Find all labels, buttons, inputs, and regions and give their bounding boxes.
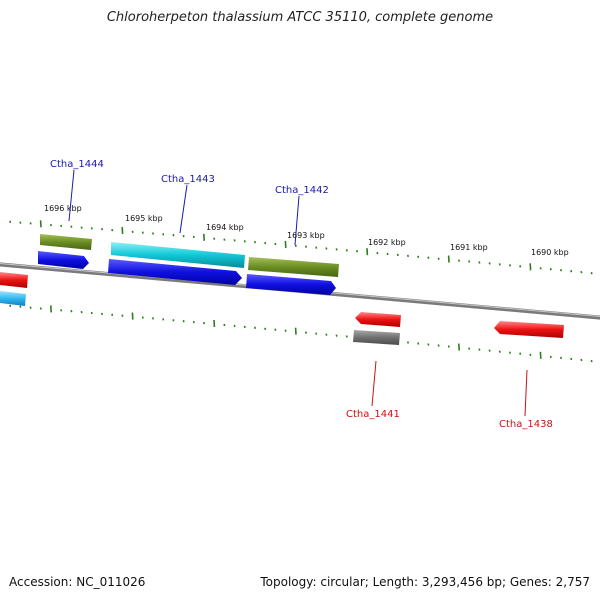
forward-track-outer [40,234,339,277]
accession-text: Accession: NC_011026 [9,575,146,589]
gene-olive-1442[interactable] [248,257,339,277]
gene-red-edge[interactable] [0,272,28,288]
scale-labels: 1696 kbp 1695 kbp 1694 kbp 1693 kbp 1692… [44,204,569,257]
map-title: Chloroherpeton thalassium ATCC 35110, co… [106,10,494,25]
scale-label-1692: 1692 kbp [368,238,406,247]
gene-arrow-1443[interactable] [108,259,242,285]
gene-olive-1[interactable] [40,234,92,250]
gene-labels: Ctha_1444 Ctha_1443 Ctha_1442 Ctha_1441 … [50,159,553,430]
gene-arrow-1442[interactable] [246,274,336,295]
gene-label-ctha-1443[interactable]: Ctha_1443 [161,174,215,185]
gene-label-ctha-1442[interactable]: Ctha_1442 [275,185,329,196]
label-leaders [68,169,528,417]
gene-label-ctha-1441[interactable]: Ctha_1441 [346,409,400,420]
gene-gray-1441[interactable] [353,330,400,345]
scale-label-1690: 1690 kbp [531,248,569,257]
scale-label-1695: 1695 kbp [125,214,163,223]
forward-track [0,251,336,306]
scale-label-1694: 1694 kbp [206,223,244,232]
reverse-track [353,312,564,345]
outer-tick-row [9,220,593,275]
gene-arrow-1438[interactable] [494,321,564,338]
gene-label-ctha-1444[interactable]: Ctha_1444 [50,159,104,170]
scale-label-1693: 1693 kbp [287,231,325,240]
gene-arrow-1441[interactable] [355,312,401,327]
gene-lightblue-edge[interactable] [0,291,26,306]
genome-summary-text: Topology: circular; Length: 3,293,456 bp… [260,575,590,589]
scale-label-1696: 1696 kbp [44,204,82,213]
scale-label-1691: 1691 kbp [450,243,488,252]
gene-label-ctha-1438[interactable]: Ctha_1438 [499,419,553,430]
gene-arrow-1444[interactable] [38,251,89,269]
gene-cyan-1443[interactable] [111,242,245,268]
